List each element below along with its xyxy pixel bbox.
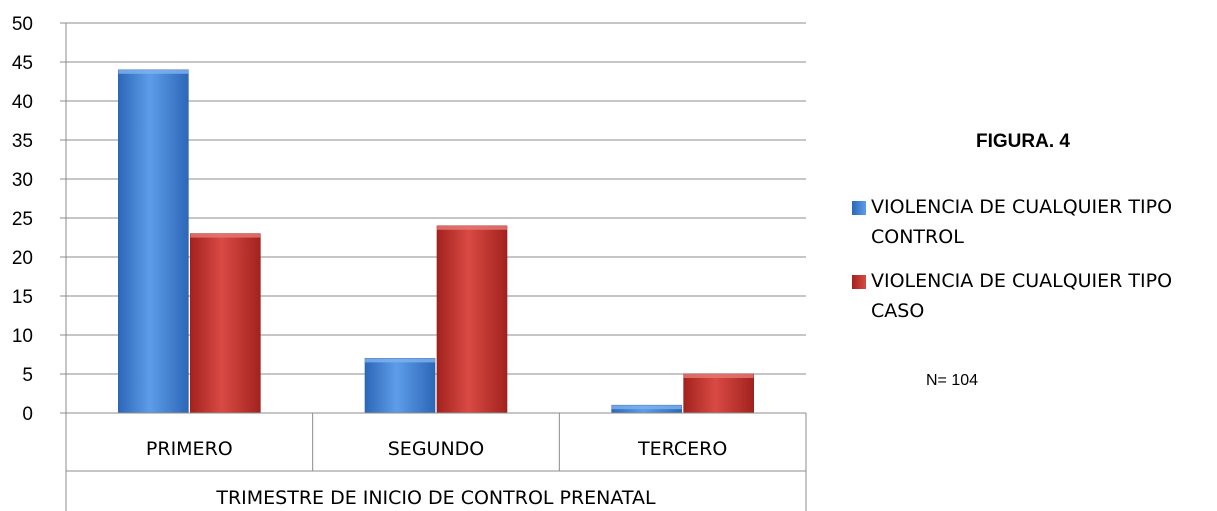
y-tick-label: 15 — [12, 287, 33, 308]
legend-item-control: VIOLENCIA DE CUALQUIER TIPO CONTROL — [852, 192, 1212, 252]
legend-label-caso: VIOLENCIA DE CUALQUIER TIPO CASO — [871, 270, 1173, 322]
bar-primero-control — [118, 69, 189, 414]
bars — [118, 69, 754, 414]
legend-swatch-caso — [852, 275, 866, 289]
x-category-label: PRIMERO — [146, 438, 233, 460]
legend-swatch-control — [852, 201, 866, 215]
bar-top-highlight — [365, 358, 435, 363]
bar-top-highlight — [611, 405, 682, 410]
x-category-label: TERCERO — [637, 438, 727, 460]
bar-segundo-control — [364, 358, 436, 414]
x-category-label: SEGUNDO — [388, 438, 485, 460]
gridlines — [66, 22, 806, 375]
legend-item-caso: VIOLENCIA DE CUALQUIER TIPO CASO — [852, 266, 1212, 326]
bar-top-highlight — [683, 374, 754, 378]
y-tick-label: 0 — [22, 404, 33, 425]
y-tick-label: 30 — [12, 170, 33, 191]
y-tick-label: 20 — [12, 248, 33, 269]
y-tick-label: 45 — [12, 53, 33, 74]
y-tick-label: 10 — [12, 326, 33, 347]
category-labels: PRIMERO SEGUNDO TERCERO — [146, 438, 727, 460]
sample-size-note: N= 104 — [926, 372, 979, 389]
figure-title: FIGURA. 4 — [976, 131, 1070, 152]
y-tick-label: 5 — [22, 365, 33, 386]
legend: VIOLENCIA DE CUALQUIER TIPO CONTROL VIOL… — [852, 192, 1212, 340]
axes — [65, 23, 807, 511]
bar-top-highlight — [190, 233, 261, 238]
y-axis-ticks: 0 5 10 15 20 25 30 35 40 45 50 — [12, 14, 66, 425]
y-tick-label: 50 — [12, 14, 33, 35]
bar-primero-caso — [190, 233, 261, 414]
legend-label-control: VIOLENCIA DE CUALQUIER TIPO CONTROL — [871, 196, 1173, 248]
y-tick-label: 25 — [12, 209, 33, 230]
x-axis-label: TRIMESTRE DE INICIO DE CONTROL PRENATAL — [215, 487, 656, 509]
bar-top-highlight — [118, 69, 189, 74]
bar-top-highlight — [437, 225, 507, 230]
y-tick-label: 35 — [12, 131, 33, 152]
y-tick-label: 40 — [12, 92, 33, 113]
bar-tercero-caso — [683, 373, 754, 414]
bar-segundo-caso — [436, 225, 508, 414]
